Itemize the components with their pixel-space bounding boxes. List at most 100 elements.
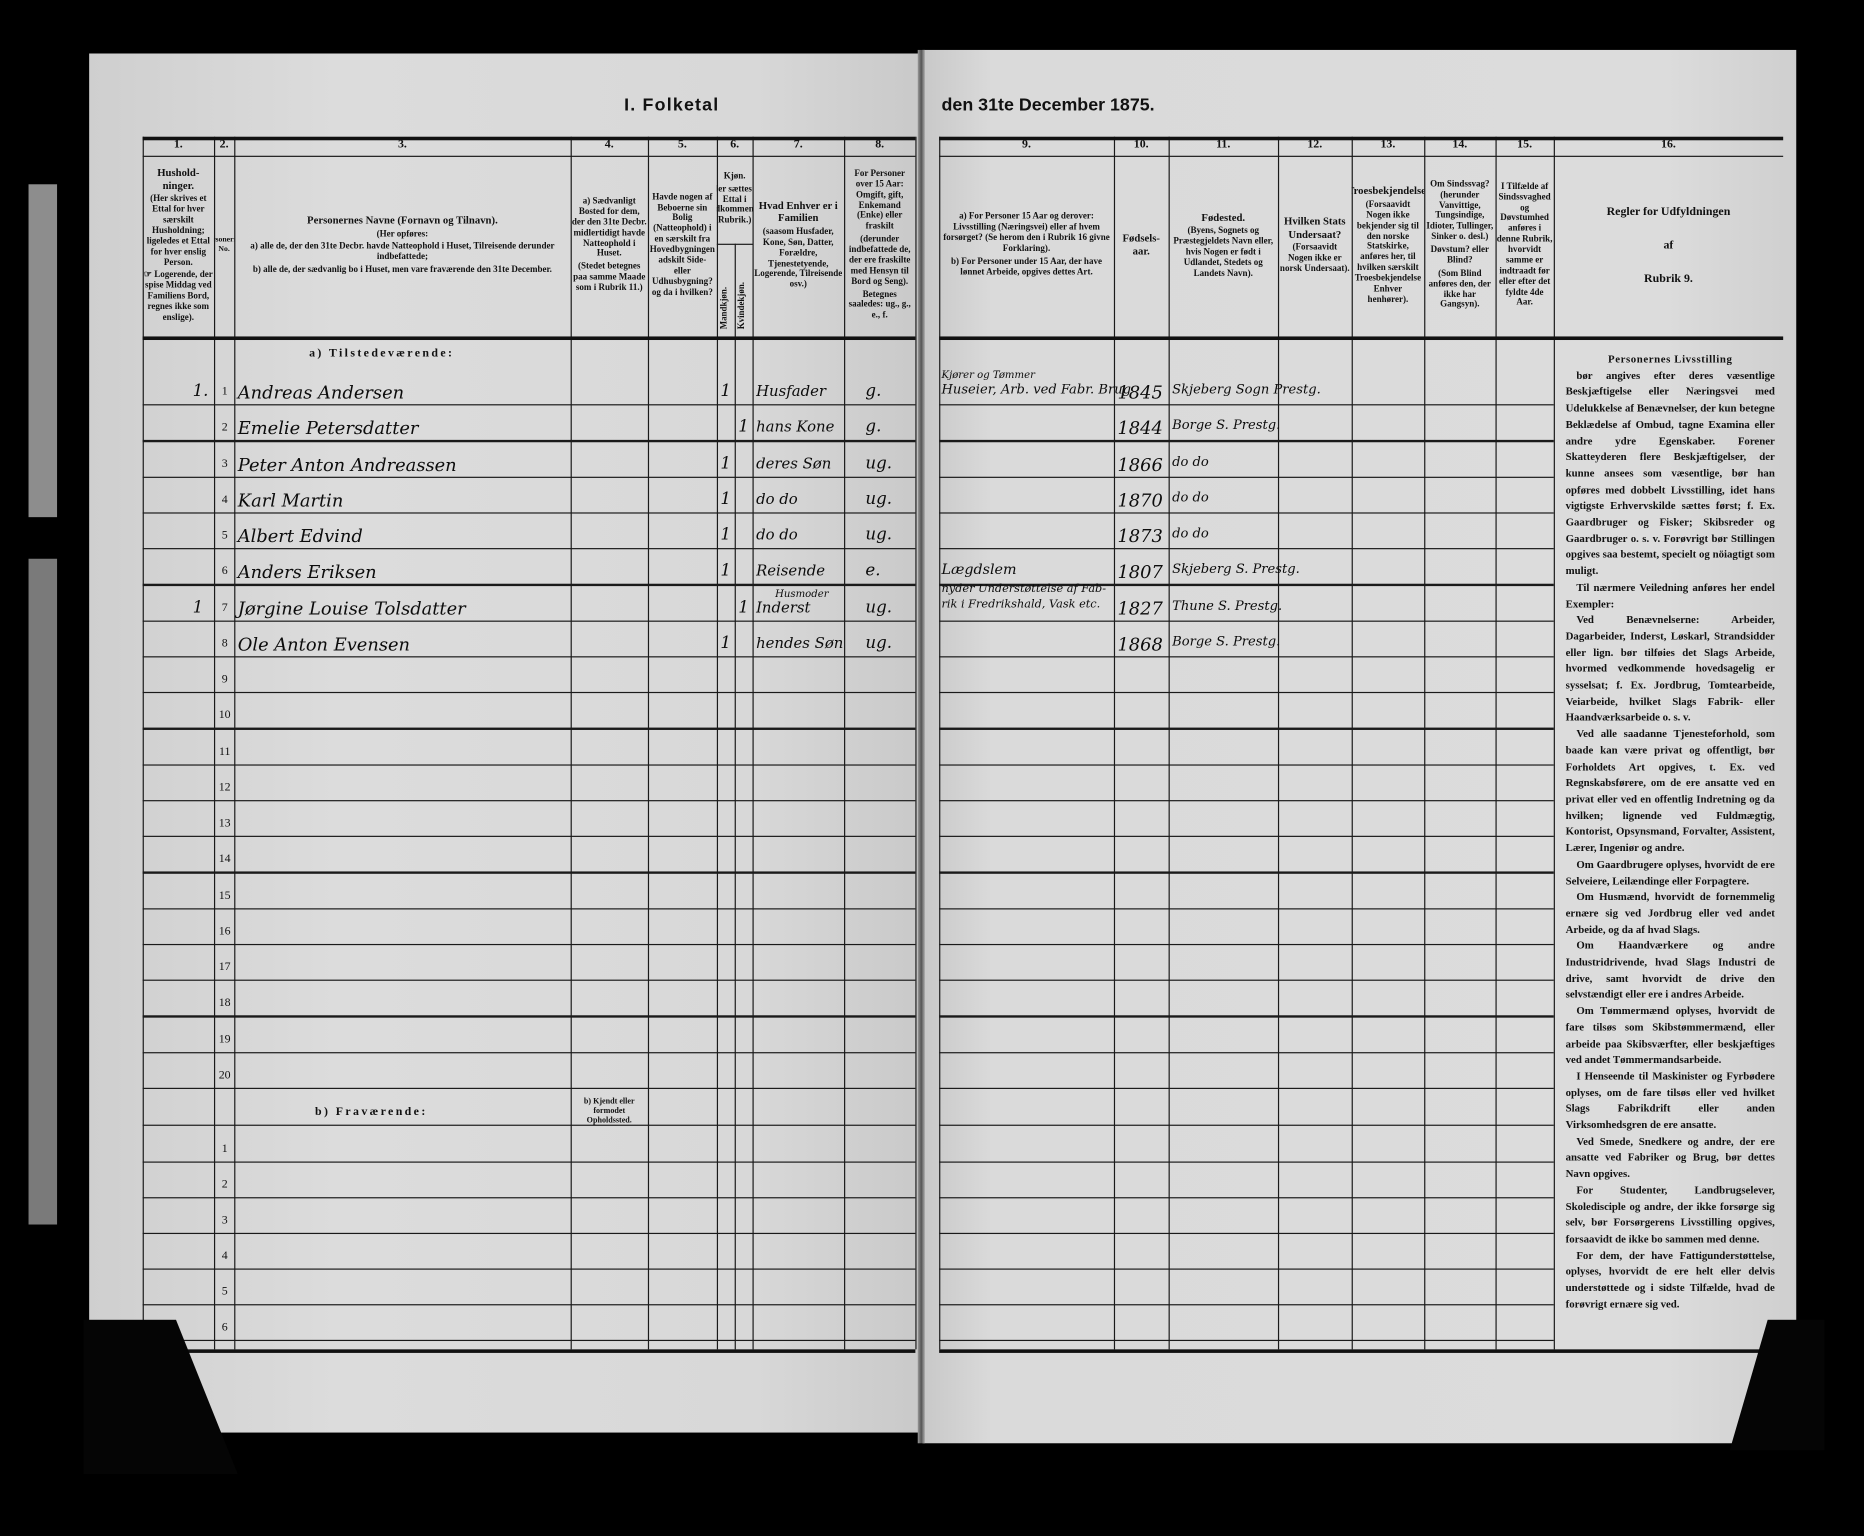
row-number: 1 (221, 385, 228, 399)
header-text: Personernes No. (214, 235, 234, 254)
column-divider (1277, 136, 1280, 1350)
row-line (939, 584, 1554, 586)
civil-status: e. (865, 561, 881, 581)
column-divider (234, 136, 236, 1350)
row-line (142, 1304, 916, 1306)
family-position: deres Søn (756, 453, 832, 472)
absent-row-number: 2 (221, 1178, 228, 1192)
row-number: 10 (218, 708, 231, 723)
row-line (142, 1051, 916, 1054)
occupation-note: nyder Understøttelse af Fab- (941, 581, 1107, 596)
row-number: 2 (221, 421, 228, 435)
row-line (939, 943, 1554, 946)
person-name: Anders Eriksen (237, 561, 377, 583)
header-text: (derunder indbefattede de, der ere frask… (848, 233, 911, 287)
row-number: 9 (221, 672, 228, 687)
row-line (939, 835, 1554, 838)
row-line (142, 871, 916, 874)
family-position: hans Kone (756, 417, 835, 436)
birth-year: 1844 (1117, 417, 1163, 439)
sex-male-mark: 1 (720, 381, 732, 401)
row-number: 18 (218, 996, 231, 1010)
column-number: 8. (875, 137, 885, 151)
header-text: Personernes Navne (Fornavn og Tilnavn). (307, 213, 498, 226)
birth-year: 1868 (1117, 633, 1163, 655)
row-line (939, 1304, 1554, 1306)
sex-female-mark: 1 (738, 597, 749, 617)
table-bottom-rule (939, 1349, 1784, 1353)
row-number: 6 (221, 565, 228, 579)
row-line (142, 1232, 916, 1235)
column-header: Hushold-ninger. (Her skrives et Ettal for… (143, 159, 214, 333)
birth-year: 1827 (1117, 597, 1163, 619)
rules-paragraph: Til nærmere Veiledning anføres her endel… (1565, 581, 1775, 610)
column-number: 14. (1452, 137, 1468, 151)
family-position: Husfader (756, 381, 826, 400)
row-line (142, 907, 916, 910)
column-header: Fødsels-aar. (1114, 159, 1169, 333)
row-number: 3 (221, 457, 228, 471)
row-number: 4 (221, 493, 228, 507)
birth-year: 1873 (1117, 525, 1163, 547)
row-line (939, 1161, 1554, 1164)
row-number: 17 (218, 960, 231, 974)
birthplace: Thune S. Prestg. (1172, 597, 1283, 613)
row-line (939, 907, 1554, 910)
row-line (142, 727, 916, 730)
rules-paragraph: Ved Smede, Snedkere og andre, der ere an… (1565, 1135, 1775, 1180)
header-text: ☞ Logerende, der spise Middag ved Famili… (143, 269, 213, 323)
column-header: Troesbekjendelse.(Forsaavidt Nogen ikke … (1352, 159, 1425, 333)
column-divider (213, 136, 216, 1350)
header-text: I Tilfælde af Sindssvaghed og Døvstumhed… (1496, 180, 1553, 308)
header-text: a) For Personer 15 Aar og derover: Livss… (943, 210, 1110, 254)
row-line (939, 404, 1554, 406)
header-text: Troesbekjendelse. (1352, 184, 1425, 197)
row-line (939, 692, 1554, 694)
row-line (939, 1197, 1554, 1199)
row-number: 7 (221, 601, 228, 615)
header-text: Hushold-ninger. (157, 166, 200, 192)
header-bottom-rule (939, 336, 1784, 341)
civil-status: g. (865, 417, 882, 437)
rules-paragraph: I Henseende til Maskinister og Fyrbødere… (1565, 1069, 1775, 1131)
header-text: a) Sædvanligt Bosted for dem, der den 31… (571, 195, 647, 259)
header-text: Betegnes saaledes: ug., g., e., f. (848, 288, 911, 321)
column-header: Om Sindssvag? (herunder Vanvittige, Tung… (1424, 159, 1495, 333)
family-position: hendes Søn (756, 633, 844, 652)
row-line (142, 440, 916, 442)
row-line (939, 512, 1554, 514)
row-line (142, 656, 916, 658)
header-text: b) alle de, der sædvanlig bo i Huset, me… (252, 264, 552, 275)
birth-year: 1870 (1117, 489, 1163, 511)
birthplace: Borge S. Prestg. (1172, 417, 1281, 434)
row-line (142, 476, 916, 478)
sex-male-mark: 1 (720, 633, 732, 653)
row-line (939, 799, 1554, 802)
sex-female-header: Kvindekjøn. (735, 281, 747, 330)
occupation: Lægdslem (941, 561, 1017, 579)
row-line (142, 512, 916, 514)
column-header: a) For Personer 15 Aar og derover: Livss… (939, 159, 1114, 333)
civil-status: g. (865, 381, 882, 401)
column-number-rule (142, 155, 916, 158)
absent-row-number: 1 (221, 1142, 228, 1156)
header-text: Rubrik 9. (1644, 272, 1693, 286)
absent-row-number: 4 (221, 1249, 228, 1263)
header-text: (Forsaavidt Nogen ikke er norsk Undersaa… (1279, 241, 1350, 274)
row-line (939, 763, 1554, 766)
column-number: 9. (1022, 137, 1031, 151)
person-name: Ole Anton Evensen (237, 633, 411, 655)
column-divider (915, 136, 917, 1350)
header-text: Fødsels-aar. (1122, 232, 1160, 257)
row-number: 8 (221, 637, 228, 651)
column-number: 11. (1216, 137, 1231, 151)
civil-status: ug. (865, 453, 893, 473)
header-text: (Byens, Sognets og Præstegjeldets Navn e… (1173, 224, 1274, 278)
row-line (142, 1015, 916, 1018)
header-top-rule (939, 136, 1784, 141)
absent-row-number: 6 (221, 1320, 228, 1334)
header-text: Havde nogen af Beboerne sin Bolig (Natte… (649, 190, 715, 297)
column-header: Kjøn.(Her sættes et Ettal i vedkommende … (717, 159, 753, 240)
header-text: (Forsaavidt Nogen ikke bekjender sig til… (1354, 198, 1422, 305)
